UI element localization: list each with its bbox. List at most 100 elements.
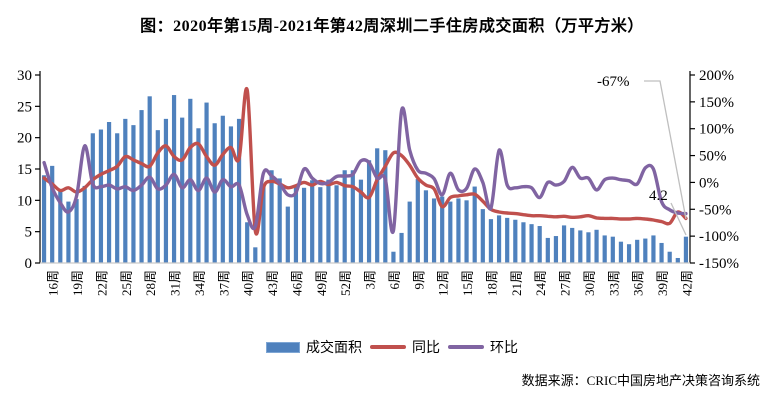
- left-axis-label: 15: [17, 162, 32, 178]
- bar: [58, 190, 63, 263]
- x-axis-label: 3周: [363, 270, 378, 290]
- bar: [180, 117, 185, 263]
- bar: [204, 102, 209, 263]
- x-axis-label: 22周: [94, 270, 109, 296]
- legend-item-area: 成交面积: [266, 337, 362, 357]
- x-axis-label: 30周: [582, 270, 597, 296]
- bar: [277, 178, 282, 263]
- legend: 成交面积 同比 环比: [0, 337, 784, 357]
- left-axis-label: 20: [17, 131, 32, 147]
- bar: [220, 115, 225, 263]
- left-axis-label: 10: [17, 193, 32, 209]
- x-axis-label: 42周: [679, 270, 694, 296]
- bar: [431, 198, 437, 263]
- bar: [399, 232, 404, 263]
- legend-label-area: 成交面积: [306, 341, 362, 356]
- x-axis-label: 27周: [558, 270, 573, 296]
- bar: [90, 133, 95, 263]
- yoy-line-swatch-icon: [370, 345, 406, 349]
- left-axis-label: 30: [17, 68, 32, 84]
- bar: [464, 200, 469, 263]
- x-axis-label: 28周: [143, 270, 158, 296]
- bar: [269, 170, 274, 263]
- bar: [82, 185, 87, 263]
- wow-line-swatch-icon: [448, 345, 484, 349]
- x-axis-label: 16周: [46, 270, 61, 296]
- bar: [594, 229, 599, 263]
- right-axis-label: 200%: [699, 68, 734, 84]
- bar: [131, 125, 136, 263]
- bar: [228, 126, 234, 263]
- legend-item-wow: 环比: [448, 337, 518, 357]
- chart-plot: 0 5 10 15 20 25 30 -150% -100% -50% 0% 50% 100% 150% 2…: [17, 68, 739, 296]
- bar: [115, 133, 120, 263]
- bar: [366, 160, 372, 263]
- annotation-leader-line: [644, 80, 687, 220]
- bar: [391, 251, 396, 263]
- bar: [326, 179, 331, 263]
- right-axis-label: -50%: [699, 202, 732, 218]
- left-axis-label: 0: [25, 256, 33, 272]
- bar: [513, 219, 518, 263]
- x-axis-label: 36周: [631, 270, 646, 296]
- bar: [488, 219, 494, 263]
- bar: [50, 165, 55, 263]
- bar: [505, 217, 510, 263]
- bar: [626, 244, 632, 263]
- bar: [98, 129, 104, 263]
- bar: [618, 241, 624, 263]
- yoy-line: [42, 87, 688, 236]
- bar: [41, 175, 47, 263]
- bar: [570, 227, 575, 263]
- bar: [253, 247, 258, 263]
- x-axis-label: 19周: [70, 270, 85, 296]
- right-axis-label: -100%: [699, 229, 739, 245]
- wow-line: [42, 106, 688, 235]
- bar: [334, 185, 339, 263]
- bar: [123, 118, 128, 264]
- bar: [496, 215, 502, 263]
- chart-title: 图：2020年第15周-2021年第42周深圳二手住房成交面积（万平方米）: [140, 18, 644, 35]
- bar: [358, 179, 364, 263]
- bar: [171, 95, 177, 263]
- right-axis-label: 100%: [699, 122, 734, 138]
- bar: [301, 187, 307, 263]
- bar: [448, 201, 453, 263]
- bar: [537, 226, 542, 263]
- annotation-yoy-last: -67%: [597, 74, 630, 90]
- bar: [163, 118, 169, 264]
- bar: [651, 235, 656, 263]
- right-axis-label: -150%: [699, 256, 739, 272]
- bar: [285, 206, 290, 263]
- bar: [586, 232, 591, 263]
- x-axis-label: 15周: [460, 270, 475, 296]
- bar: [440, 196, 445, 263]
- bar: [683, 236, 689, 263]
- bar: [602, 235, 607, 263]
- x-axis-label: 40周: [241, 270, 256, 296]
- bar: [196, 128, 201, 263]
- bar: [106, 122, 112, 263]
- bar: [521, 222, 526, 263]
- bar: [480, 209, 485, 263]
- bar: [659, 242, 664, 263]
- bar: [375, 148, 380, 263]
- bar: [245, 222, 250, 263]
- x-axis-label: 12周: [436, 270, 451, 296]
- x-axis-label: 43周: [265, 270, 280, 296]
- bar: [635, 239, 640, 263]
- annotation-leader-line: [670, 202, 687, 236]
- bar-swatch-icon: [266, 341, 300, 353]
- x-axis-label: 21周: [509, 270, 524, 296]
- bar: [561, 225, 567, 263]
- bar: [610, 236, 615, 263]
- x-axis-label: 52周: [338, 270, 353, 296]
- bar: [155, 130, 160, 263]
- x-axis-label: 46周: [289, 270, 304, 296]
- annotation-bar-last: 4.2: [649, 188, 668, 204]
- bar: [675, 257, 680, 263]
- x-axis-label: 31周: [168, 270, 183, 296]
- bar: [456, 198, 461, 263]
- bar: [545, 237, 550, 263]
